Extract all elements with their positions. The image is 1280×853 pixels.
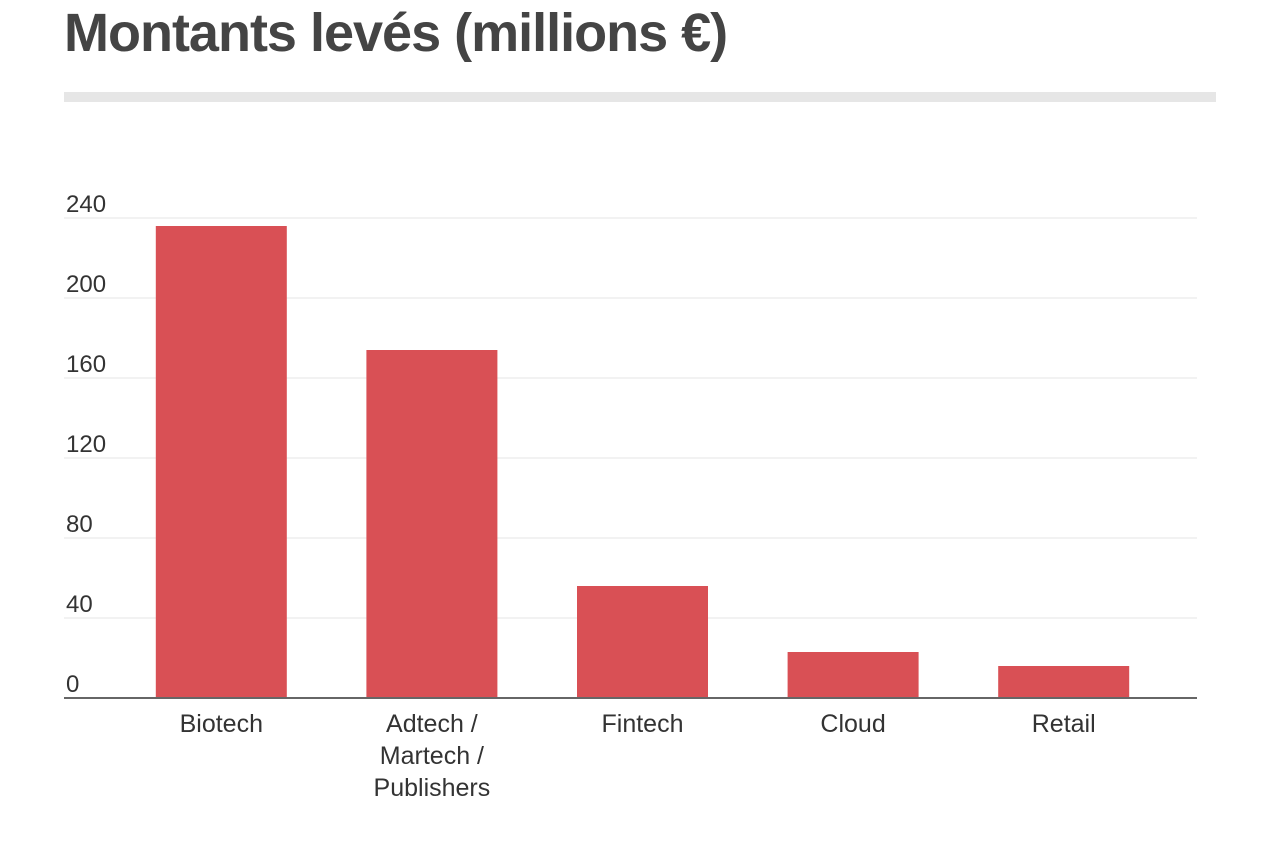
bar-fintech xyxy=(577,586,708,698)
x-category-label: Biotech xyxy=(180,710,263,738)
y-tick-label: 80 xyxy=(66,511,93,538)
x-category-label: Retail xyxy=(1032,710,1096,738)
y-tick-label: 120 xyxy=(66,431,106,458)
title-divider xyxy=(64,92,1216,102)
bar-adtech-martech-publishers xyxy=(366,350,498,698)
chart-title: Montants levés (millions €) xyxy=(64,3,728,63)
x-category-label: Cloud xyxy=(820,710,885,738)
x-category-label-line: Cloud xyxy=(820,710,885,738)
x-category-label: Adtech / Martech / Publishers xyxy=(374,710,491,802)
x-category-label-line: Retail xyxy=(1032,710,1096,738)
bar-retail xyxy=(998,666,1130,698)
y-tick-label: 160 xyxy=(66,351,106,378)
x-category-label-line: Adtech / xyxy=(386,710,478,738)
x-category-label-line: Fintech xyxy=(602,710,684,738)
y-tick-label: 200 xyxy=(66,271,106,298)
x-category-label-line: Biotech xyxy=(180,710,263,738)
bar-cloud xyxy=(787,652,919,698)
x-category-label: Fintech xyxy=(602,710,684,738)
y-tick-label: 240 xyxy=(66,191,106,218)
y-tick-label: 40 xyxy=(66,591,93,618)
bar-biotech xyxy=(155,226,287,698)
x-category-label-line: Martech / xyxy=(380,742,484,770)
y-tick-label: 0 xyxy=(66,671,79,698)
x-category-label-line: Publishers xyxy=(374,774,491,802)
